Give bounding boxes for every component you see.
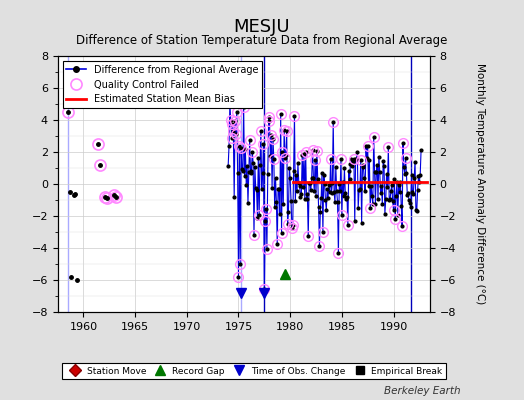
Text: Berkeley Earth: Berkeley Earth [385, 386, 461, 396]
Y-axis label: Monthly Temperature Anomaly Difference (°C): Monthly Temperature Anomaly Difference (… [475, 63, 485, 305]
Legend: Station Move, Record Gap, Time of Obs. Change, Empirical Break: Station Move, Record Gap, Time of Obs. C… [62, 363, 446, 379]
Text: MESJU: MESJU [234, 18, 290, 36]
Text: Difference of Station Temperature Data from Regional Average: Difference of Station Temperature Data f… [77, 34, 447, 47]
